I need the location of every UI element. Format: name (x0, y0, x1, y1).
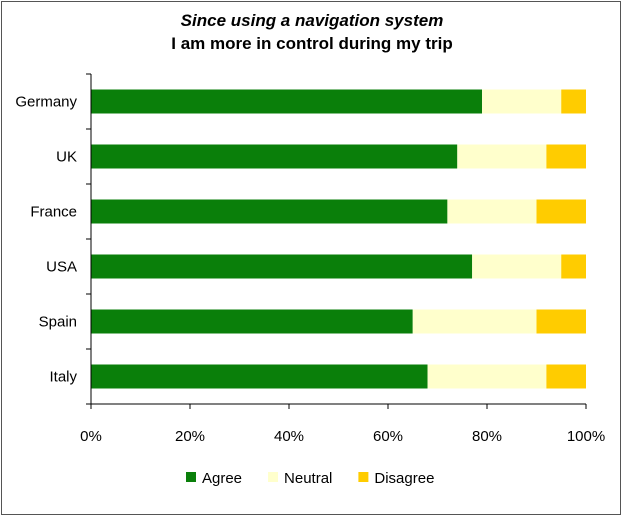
legend-swatch-disagree (358, 472, 369, 482)
x-tick-label: 0% (80, 428, 102, 445)
bar-disagree-germany (561, 89, 586, 114)
bar-disagree-usa (561, 254, 586, 279)
category-label: France (30, 204, 77, 221)
chart-title-line2: I am more in control during my trip (171, 34, 453, 53)
legend-swatch-agree (186, 472, 196, 482)
bar-neutral-italy (427, 364, 547, 389)
legend-label-disagree: Disagree (374, 470, 434, 487)
legend-swatch-neutral (268, 472, 279, 482)
chart-title-line1: Since using a navigation system (180, 11, 444, 30)
bar-disagree-italy (546, 364, 586, 389)
x-tick-label: 60% (373, 428, 403, 445)
category-label: Germany (15, 94, 77, 111)
bar-disagree-spain (536, 309, 586, 334)
bar-neutral-france (447, 199, 537, 224)
x-tick-label: 40% (274, 428, 304, 445)
bar-neutral-usa (472, 254, 562, 279)
x-tick-label: 80% (472, 428, 502, 445)
bar-neutral-spain (412, 309, 537, 334)
bar-agree-uk (91, 144, 458, 169)
category-label: UK (56, 149, 77, 166)
bar-agree-spain (91, 309, 413, 334)
bar-agree-germany (91, 89, 483, 114)
x-tick-label: 100% (567, 428, 605, 445)
bar-disagree-uk (546, 144, 586, 169)
category-label: USA (46, 259, 77, 276)
bar-disagree-france (536, 199, 586, 224)
category-label: Spain (39, 314, 77, 331)
bar-neutral-uk (457, 144, 547, 169)
bar-agree-france (91, 199, 448, 224)
bar-agree-italy (91, 364, 428, 389)
x-tick-label: 20% (175, 428, 205, 445)
legend-label-neutral: Neutral (284, 470, 332, 487)
bar-agree-usa (91, 254, 473, 279)
category-label: Italy (49, 369, 77, 386)
legend-label-agree: Agree (202, 470, 242, 487)
bar-neutral-germany (482, 89, 562, 114)
